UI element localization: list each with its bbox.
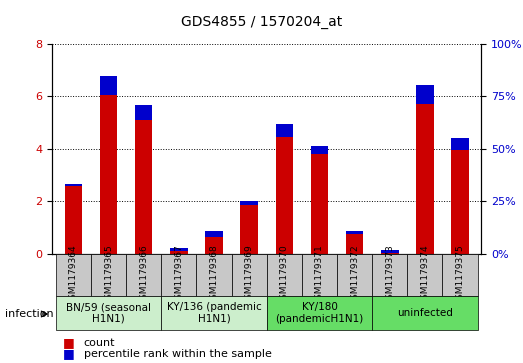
Bar	[65, 184, 82, 186]
Bar	[100, 76, 117, 95]
Bar	[276, 137, 293, 254]
Bar	[337, 254, 372, 296]
Bar	[241, 201, 258, 205]
Text: GSM1179374: GSM1179374	[420, 245, 429, 305]
Bar	[346, 231, 363, 234]
Bar	[442, 254, 477, 296]
Bar	[170, 251, 188, 254]
Bar	[276, 124, 293, 137]
Bar	[372, 254, 407, 296]
Bar	[451, 150, 469, 254]
Text: count: count	[84, 338, 115, 348]
Text: GSM1179365: GSM1179365	[104, 245, 113, 305]
Text: GSM1179371: GSM1179371	[315, 245, 324, 305]
Text: KY/180
(pandemicH1N1): KY/180 (pandemicH1N1)	[275, 302, 363, 324]
Bar	[135, 120, 153, 254]
Text: uninfected: uninfected	[397, 308, 453, 318]
Text: GSM1179366: GSM1179366	[139, 245, 148, 305]
Bar	[197, 254, 232, 296]
Text: GSM1179367: GSM1179367	[174, 245, 184, 305]
Bar	[381, 253, 399, 254]
Text: ■: ■	[63, 337, 74, 350]
Bar	[267, 254, 302, 296]
Text: GSM1179369: GSM1179369	[245, 245, 254, 305]
Bar	[346, 234, 363, 254]
Bar	[91, 254, 126, 296]
Text: GDS4855 / 1570204_at: GDS4855 / 1570204_at	[181, 15, 342, 29]
Text: GSM1179368: GSM1179368	[210, 245, 219, 305]
Bar	[232, 254, 267, 296]
Bar	[161, 254, 197, 296]
Bar	[451, 138, 469, 150]
Bar	[311, 154, 328, 254]
Text: GSM1179375: GSM1179375	[456, 245, 464, 305]
Bar	[267, 296, 372, 330]
Bar	[381, 250, 399, 253]
Bar	[126, 254, 161, 296]
Bar	[170, 248, 188, 251]
Bar	[100, 95, 117, 254]
Bar	[56, 254, 91, 296]
Text: GSM1179372: GSM1179372	[350, 245, 359, 305]
Text: KY/136 (pandemic
H1N1): KY/136 (pandemic H1N1)	[167, 302, 262, 324]
Bar	[416, 104, 434, 254]
Bar	[302, 254, 337, 296]
Text: GSM1179373: GSM1179373	[385, 245, 394, 305]
Text: ■: ■	[63, 347, 74, 360]
Bar	[241, 205, 258, 254]
Bar	[161, 296, 267, 330]
Bar	[372, 296, 477, 330]
Bar	[416, 85, 434, 104]
Bar	[56, 296, 161, 330]
Text: BN/59 (seasonal
H1N1): BN/59 (seasonal H1N1)	[66, 302, 151, 324]
Text: percentile rank within the sample: percentile rank within the sample	[84, 349, 271, 359]
Bar	[65, 186, 82, 254]
Bar	[205, 237, 223, 254]
Bar	[135, 105, 153, 120]
Text: infection: infection	[5, 309, 54, 319]
Text: GSM1179370: GSM1179370	[280, 245, 289, 305]
Bar	[311, 146, 328, 154]
Bar	[205, 231, 223, 237]
Bar	[407, 254, 442, 296]
Text: GSM1179364: GSM1179364	[69, 245, 78, 305]
